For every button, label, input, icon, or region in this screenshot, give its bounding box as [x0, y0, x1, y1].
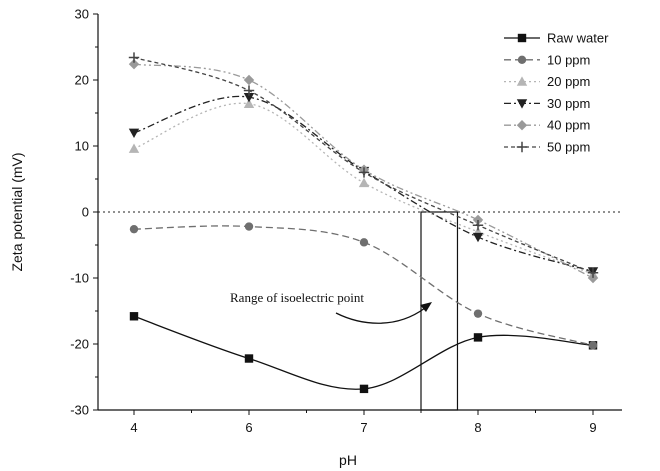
y-tick-label: 0	[82, 205, 89, 220]
data-point	[244, 222, 254, 231]
y-tick-label: -30	[70, 403, 89, 418]
data-point	[243, 85, 255, 96]
data-point	[359, 238, 369, 247]
legend-marker	[516, 141, 528, 153]
x-tick-label: 6	[245, 420, 252, 435]
data-point	[359, 384, 369, 394]
data-point	[588, 341, 598, 350]
x-tick-label: 8	[474, 420, 481, 435]
data-point	[129, 312, 139, 321]
data-point	[243, 74, 255, 86]
data-point	[243, 98, 255, 108]
x-tick-label: 7	[360, 420, 367, 435]
x-tick-label: 4	[130, 420, 137, 435]
data-point	[472, 220, 484, 231]
data-point	[128, 58, 140, 70]
series-layer	[128, 52, 599, 394]
data-point	[473, 309, 483, 318]
data-point	[473, 333, 483, 342]
legend-label: Raw water	[547, 31, 609, 46]
annotation-arrow	[335, 307, 426, 324]
data-point	[243, 92, 255, 103]
data-point	[128, 128, 140, 138]
legend-marker	[516, 120, 528, 131]
annotation-arrowhead	[420, 302, 432, 312]
y-tick-label: -20	[70, 337, 89, 352]
data-point	[128, 52, 140, 63]
legend-marker	[517, 55, 527, 64]
y-axis-title: Zeta potential (mV)	[9, 152, 25, 271]
annotation-text: Range of isoelectric point	[230, 290, 364, 305]
legend-label: 20 ppm	[547, 74, 590, 89]
data-point	[587, 272, 599, 284]
legend-marker	[516, 76, 528, 86]
axes: -30 -20 -10 0 10 20 30 4 6 7 8 9 pH Zeta potential (m…	[9, 7, 622, 468]
legend: Raw water 10 ppm 20 ppm 30 ppm 40 ppm 50 ppm	[504, 31, 609, 155]
legend-label: 40 ppm	[547, 118, 590, 133]
series-line	[133, 102, 594, 275]
legend-label: 30 ppm	[547, 96, 590, 111]
series-line	[133, 315, 594, 390]
y-tick-label: -10	[70, 271, 89, 286]
data-point	[472, 232, 484, 243]
legend-marker	[516, 99, 528, 109]
y-tick-label: 10	[75, 139, 89, 154]
data-point	[244, 354, 254, 363]
y-tick-label: 30	[75, 7, 89, 22]
data-point	[587, 267, 599, 278]
annotation-layer: Range of isoelectric point	[230, 290, 432, 324]
y-tick-label: 20	[75, 73, 89, 88]
data-point	[129, 224, 139, 234]
x-tick-label: 9	[589, 420, 596, 435]
data-point	[358, 177, 370, 188]
legend-label: 50 ppm	[547, 140, 590, 155]
legend-marker	[517, 33, 527, 43]
legend-label: 10 ppm	[547, 52, 590, 67]
data-point	[128, 143, 140, 153]
data-point	[472, 214, 484, 226]
x-axis-title: pH	[339, 452, 357, 468]
data-point	[358, 167, 370, 178]
